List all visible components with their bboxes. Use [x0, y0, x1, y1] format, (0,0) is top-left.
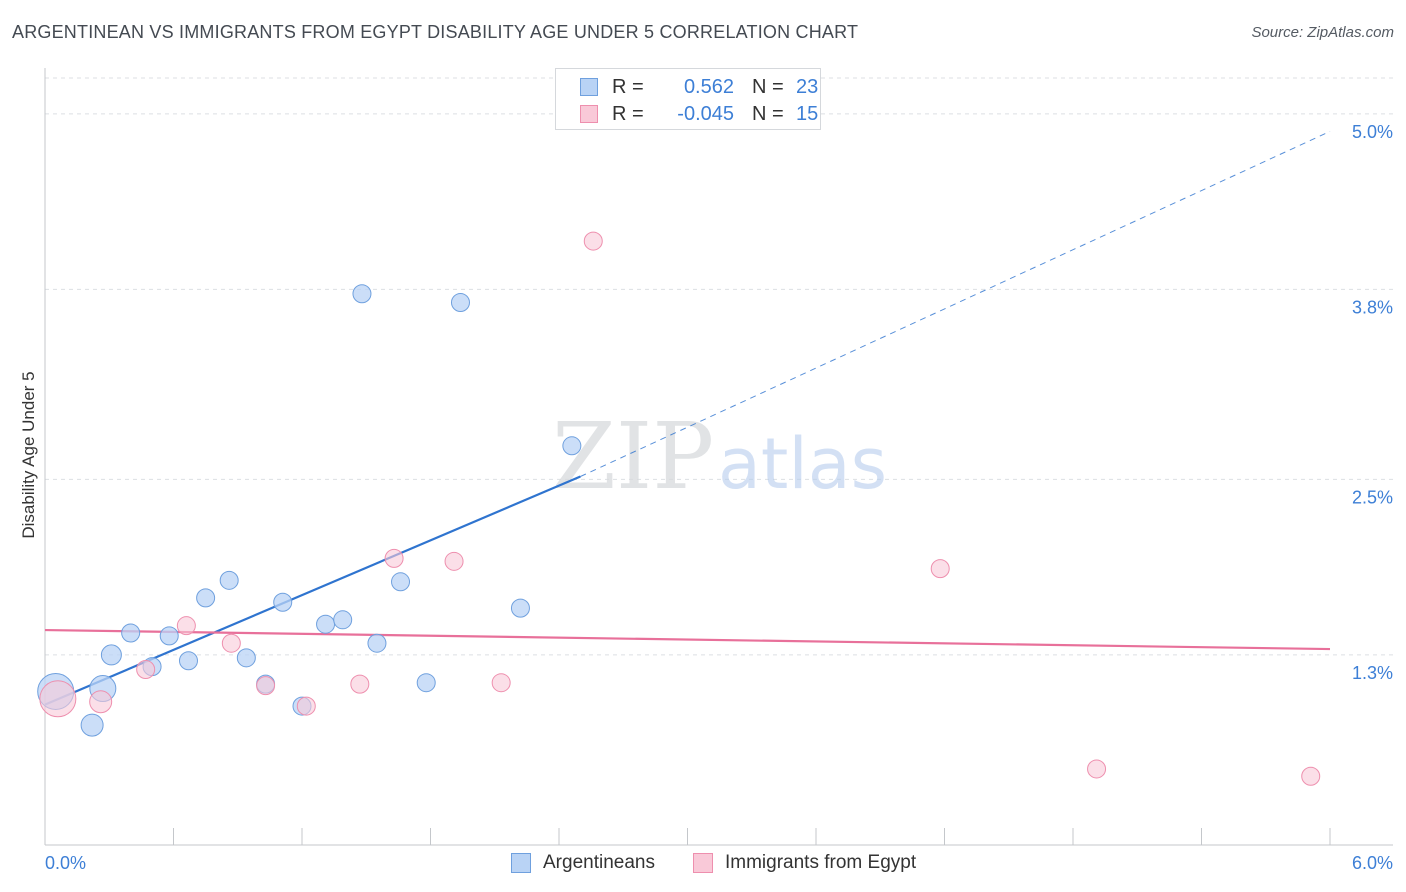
- point-argentineans: [236, 648, 256, 668]
- trend-lines: [44, 130, 1331, 706]
- point-argentineans: [178, 651, 198, 671]
- legend-n-value: 15: [796, 102, 819, 125]
- point-argentineans: [273, 592, 293, 612]
- series-name: Argentineans: [543, 852, 655, 873]
- point-argentineans: [562, 436, 582, 456]
- point-egypt: [296, 696, 316, 716]
- point-argentineans: [159, 626, 179, 646]
- legend-swatch-blue: [580, 78, 598, 96]
- point-argentineans: [450, 293, 470, 312]
- grid-lines: [45, 77, 1393, 656]
- trend-line-argentineans: [44, 475, 581, 706]
- point-argentineans: [352, 284, 372, 304]
- point-argentineans: [80, 713, 104, 737]
- point-argentineans: [316, 614, 336, 634]
- point-egypt: [176, 616, 196, 636]
- legend-r-label: R =: [612, 102, 644, 125]
- watermark-zip: ZIP: [552, 403, 714, 510]
- point-egypt: [384, 548, 404, 568]
- chart-title: ARGENTINEAN VS IMMIGRANTS FROM EGYPT DIS…: [12, 22, 859, 42]
- point-egypt: [1087, 759, 1107, 779]
- legend-row-egypt: R = -0.045 N = 15: [580, 101, 818, 127]
- legend-n-label: N =: [752, 75, 784, 98]
- point-argentineans: [219, 570, 239, 590]
- watermark: ZIP atlas: [552, 403, 887, 510]
- series-name: Immigrants from Egypt: [725, 852, 917, 873]
- point-egypt: [350, 674, 370, 694]
- point-argentineans: [510, 598, 530, 618]
- watermark-atlas: atlas: [718, 423, 887, 505]
- point-egypt: [39, 680, 77, 718]
- point-egypt: [583, 231, 603, 251]
- legend-n-value: 23: [796, 75, 819, 98]
- x-tick-label-min: 0.0%: [45, 853, 86, 873]
- point-argentineans: [367, 633, 387, 653]
- point-argentineans: [196, 588, 216, 608]
- point-argentineans: [121, 623, 141, 643]
- point-egypt: [930, 559, 950, 579]
- axes: [44, 68, 1393, 846]
- series-legend: Argentineans Immigrants from Egypt: [0, 852, 1406, 878]
- legend-row-argentineans: R = 0.562 N = 23: [580, 74, 818, 100]
- data-points: [37, 231, 1321, 786]
- y-axis-label: Disability Age Under 5: [19, 371, 38, 538]
- tick-labels: 1.3% 2.5% 3.8% 5.0% 0.0% 6.0%: [45, 122, 1393, 873]
- point-egypt: [89, 690, 113, 714]
- y-tick-label: 3.8%: [1352, 297, 1393, 317]
- point-argentineans: [333, 610, 353, 630]
- series-legend-egypt: Immigrants from Egypt: [693, 852, 916, 874]
- legend-r-value: 0.562: [683, 75, 734, 98]
- series-legend-argentineans: Argentineans: [511, 852, 655, 874]
- point-egypt: [221, 633, 241, 653]
- legend-n-label: N =: [752, 102, 784, 125]
- x-tick-label-max: 6.0%: [1352, 853, 1393, 873]
- y-tick-label: 5.0%: [1352, 122, 1393, 142]
- point-egypt: [1301, 766, 1321, 786]
- point-egypt: [491, 673, 511, 693]
- source-label: Source: ZipAtlas.com: [1251, 24, 1394, 41]
- legend-swatch-pink: [580, 105, 598, 123]
- correlation-legend: R = 0.562 N = 23 R = -0.045 N = 15: [555, 68, 821, 130]
- trend-line-egypt: [44, 628, 1331, 651]
- series-swatch-pink: [693, 853, 713, 873]
- legend-r-label: R =: [612, 75, 644, 98]
- point-argentineans: [416, 673, 436, 693]
- legend-r-value: -0.045: [677, 102, 734, 125]
- series-swatch-blue: [511, 853, 531, 873]
- y-tick-label: 1.3%: [1352, 663, 1393, 683]
- point-egypt: [444, 551, 464, 571]
- point-argentineans: [391, 572, 411, 592]
- point-egypt: [136, 660, 156, 680]
- trend-line-argentineans-extension: [580, 130, 1331, 477]
- y-tick-label: 2.5%: [1352, 487, 1393, 507]
- point-argentineans: [100, 644, 122, 666]
- point-egypt: [256, 676, 276, 696]
